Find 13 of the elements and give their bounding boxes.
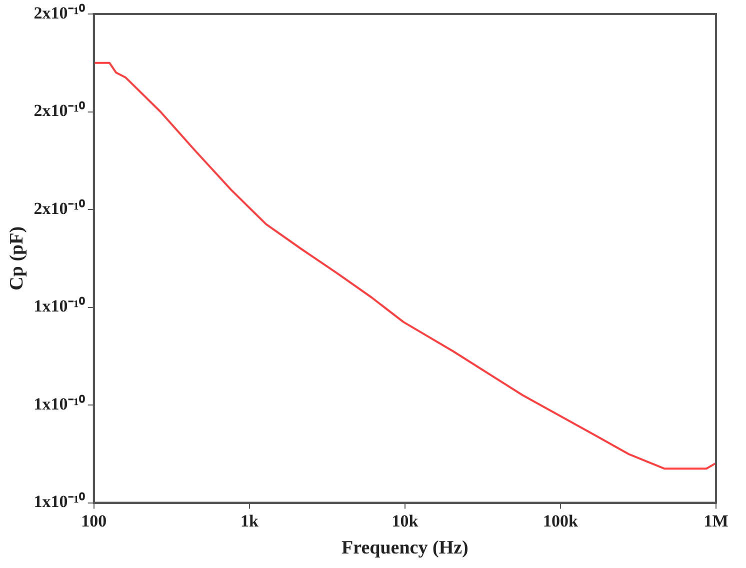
y-tick-label: 1x10⁻¹⁰	[34, 492, 85, 512]
y-tick-label: 2x10⁻¹⁰	[34, 101, 85, 120]
x-tick-label: 10k	[392, 511, 419, 530]
x-tick-label: 100k	[542, 511, 578, 530]
x-tick-label: 100	[81, 511, 107, 530]
y-tick-label: 2x10⁻¹⁰	[34, 198, 85, 218]
y-tick-label: 1x10⁻¹⁰	[34, 394, 85, 414]
y-axis-title: Cp (pF)	[6, 226, 28, 290]
x-tick-label: 1M	[704, 511, 728, 530]
x-tick-label: 1k	[240, 511, 259, 530]
y-tick-label: 1x10⁻¹⁰	[34, 296, 85, 316]
x-axis-title: Frequency (Hz)	[342, 538, 468, 559]
y-tick-label: 2x10⁻¹⁰	[34, 3, 85, 22]
